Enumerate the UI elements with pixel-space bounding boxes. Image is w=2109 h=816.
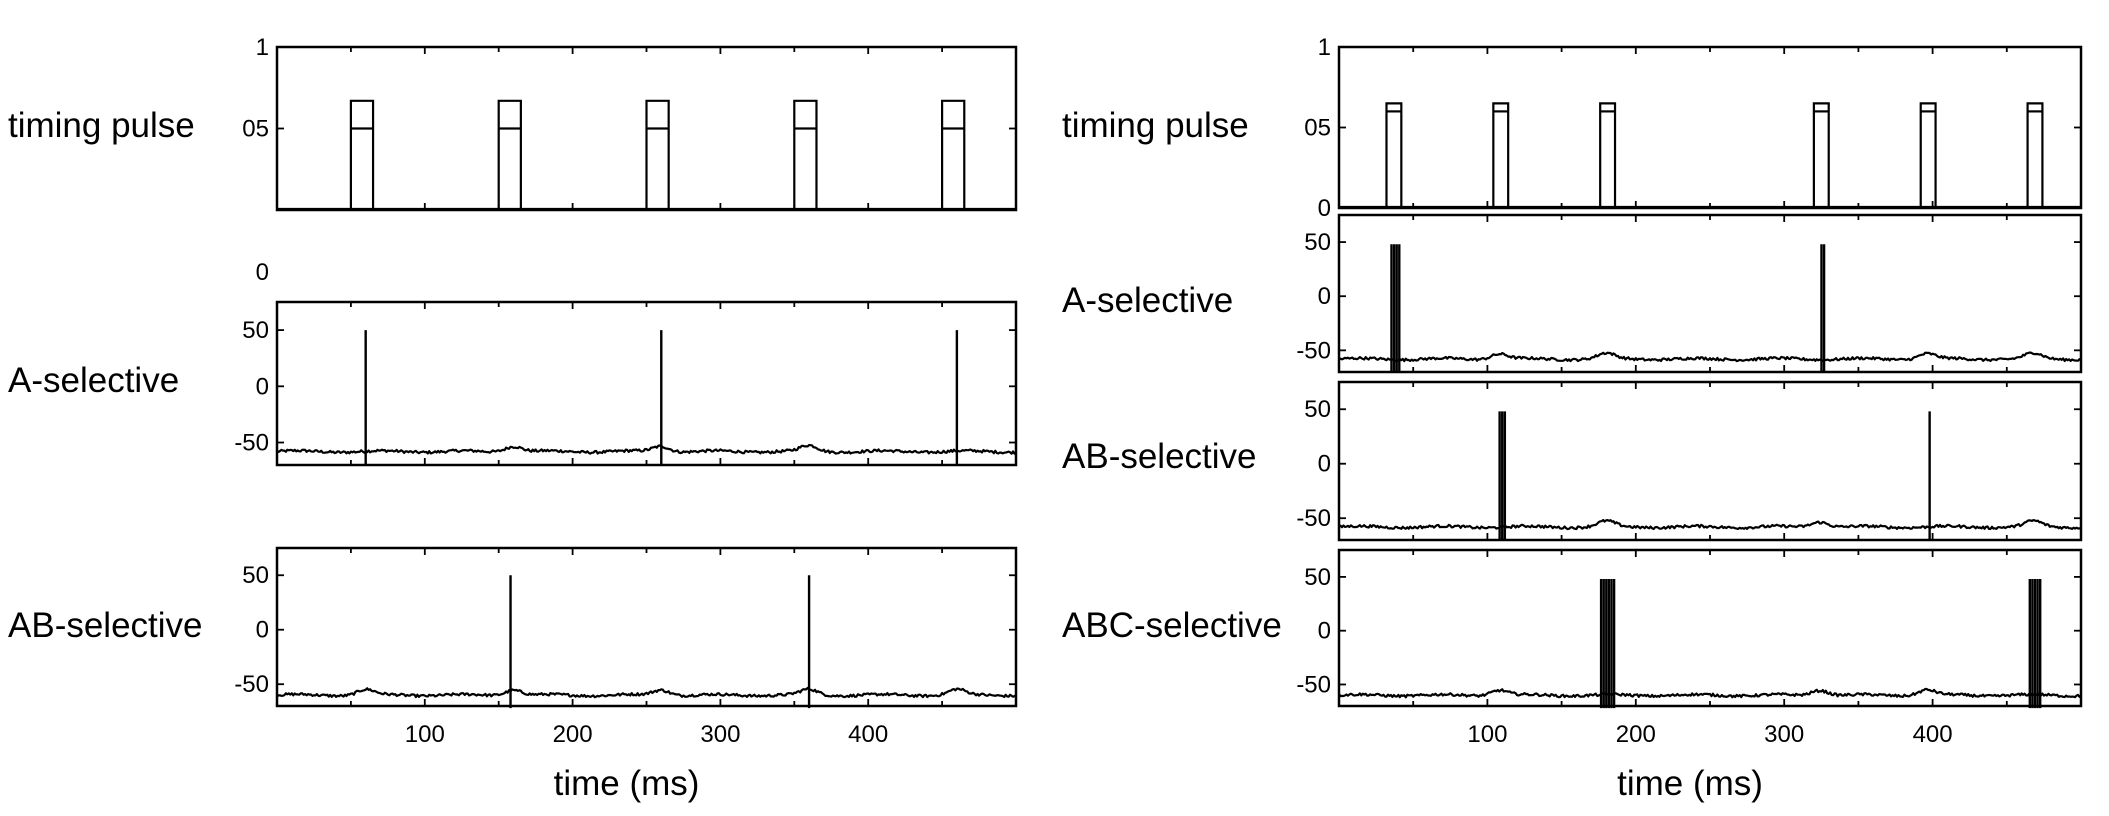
panel-a_sel: 50 0 -50 A-selective <box>8 300 1018 467</box>
y-tick-label: 0 <box>1318 195 1331 222</box>
timing-pulse <box>793 99 818 210</box>
panel-ab_sel: 50 0 -50 AB-selective 100 200 300 400 <box>8 546 1018 748</box>
y-tick-label: -50 <box>1296 671 1331 698</box>
y-tick-label: 50 <box>1304 396 1331 423</box>
panel-frame <box>1337 45 2083 210</box>
panel-label: ABC-selective <box>1062 606 1282 645</box>
x-tick-label: 400 <box>848 721 888 748</box>
x-tick-label: 100 <box>405 721 445 748</box>
membrane-trace <box>1338 518 2082 531</box>
y-tick-label: 0 <box>1318 451 1331 478</box>
timing-pulse <box>497 99 522 210</box>
y-tick-label: 1 <box>1318 34 1331 61</box>
timing-pulse <box>1812 102 1830 208</box>
timing-pulse <box>1492 102 1510 208</box>
x-tick-label: 200 <box>553 721 593 748</box>
panel-label: AB-selective <box>8 606 203 645</box>
panel-frame <box>1337 213 2083 374</box>
y-tick-label: -50 <box>1296 337 1331 364</box>
panel-label: A-selective <box>8 361 179 400</box>
panel-frame <box>1337 380 2083 542</box>
x-axis-title: time (ms) <box>1617 764 1763 803</box>
panel-label: timing pulse <box>1062 106 1249 145</box>
panel-frame <box>1337 548 2083 708</box>
panel-abc_sel: 50 0 -50 ABC-selective 100 200 300 400 <box>1062 548 2083 748</box>
timing-pulse <box>645 99 670 210</box>
y-tick-label: 50 <box>242 317 269 344</box>
y-tick-label: 50 <box>242 562 269 589</box>
x-tick-label: 100 <box>1467 721 1507 748</box>
panel-timing: 1 05 0 timing pulse <box>8 34 1018 286</box>
y-tick-label: 0 <box>1318 618 1331 645</box>
timing-pulse <box>2026 102 2044 208</box>
membrane-trace <box>1338 687 2082 699</box>
membrane-trace <box>276 443 1017 455</box>
y-tick-label: 0 <box>256 617 269 644</box>
panel-label: timing pulse <box>8 106 195 145</box>
y-tick-label: -50 <box>234 430 269 457</box>
x-axis-title: time (ms) <box>554 764 700 803</box>
y-tick-label: 50 <box>1304 229 1331 256</box>
timing-pulse <box>1385 102 1403 208</box>
y-tick-label: 0 <box>256 259 269 286</box>
x-tick-label: 200 <box>1616 721 1656 748</box>
y-tick-label: -50 <box>1296 505 1331 532</box>
panel-a_sel: 50 0 -50 A-selective <box>1062 213 2083 374</box>
y-tick-label: 05 <box>1304 115 1331 142</box>
timing-pulse <box>1599 102 1617 208</box>
panel-ab_sel: 50 0 -50 AB-selective <box>1062 380 2083 542</box>
timing-pulse <box>349 99 375 210</box>
y-tick-label: 05 <box>242 116 269 143</box>
panel-timing: 1 05 0 timing pulse <box>1062 34 2083 222</box>
panel-frame <box>275 300 1018 467</box>
x-tick-label: 300 <box>1764 721 1804 748</box>
x-tick-label: 300 <box>700 721 740 748</box>
y-tick-label: 0 <box>1318 283 1331 310</box>
x-tick-label: 400 <box>1913 721 1953 748</box>
timing-pulse <box>941 99 966 210</box>
panel-label: AB-selective <box>1062 437 1257 476</box>
panel-frame <box>275 546 1018 708</box>
y-tick-label: 50 <box>1304 564 1331 591</box>
membrane-trace <box>1338 351 2082 363</box>
left-chart: 1 05 0 timing pulse 50 0 -50 A-selective 50 0 -50 A… <box>8 34 1018 803</box>
timing-pulse <box>1919 102 1937 208</box>
panel-label: A-selective <box>1062 281 1233 320</box>
y-tick-label: 0 <box>256 373 269 400</box>
y-tick-label: -50 <box>234 671 269 698</box>
membrane-trace <box>276 686 1017 699</box>
y-tick-label: 1 <box>256 34 269 61</box>
